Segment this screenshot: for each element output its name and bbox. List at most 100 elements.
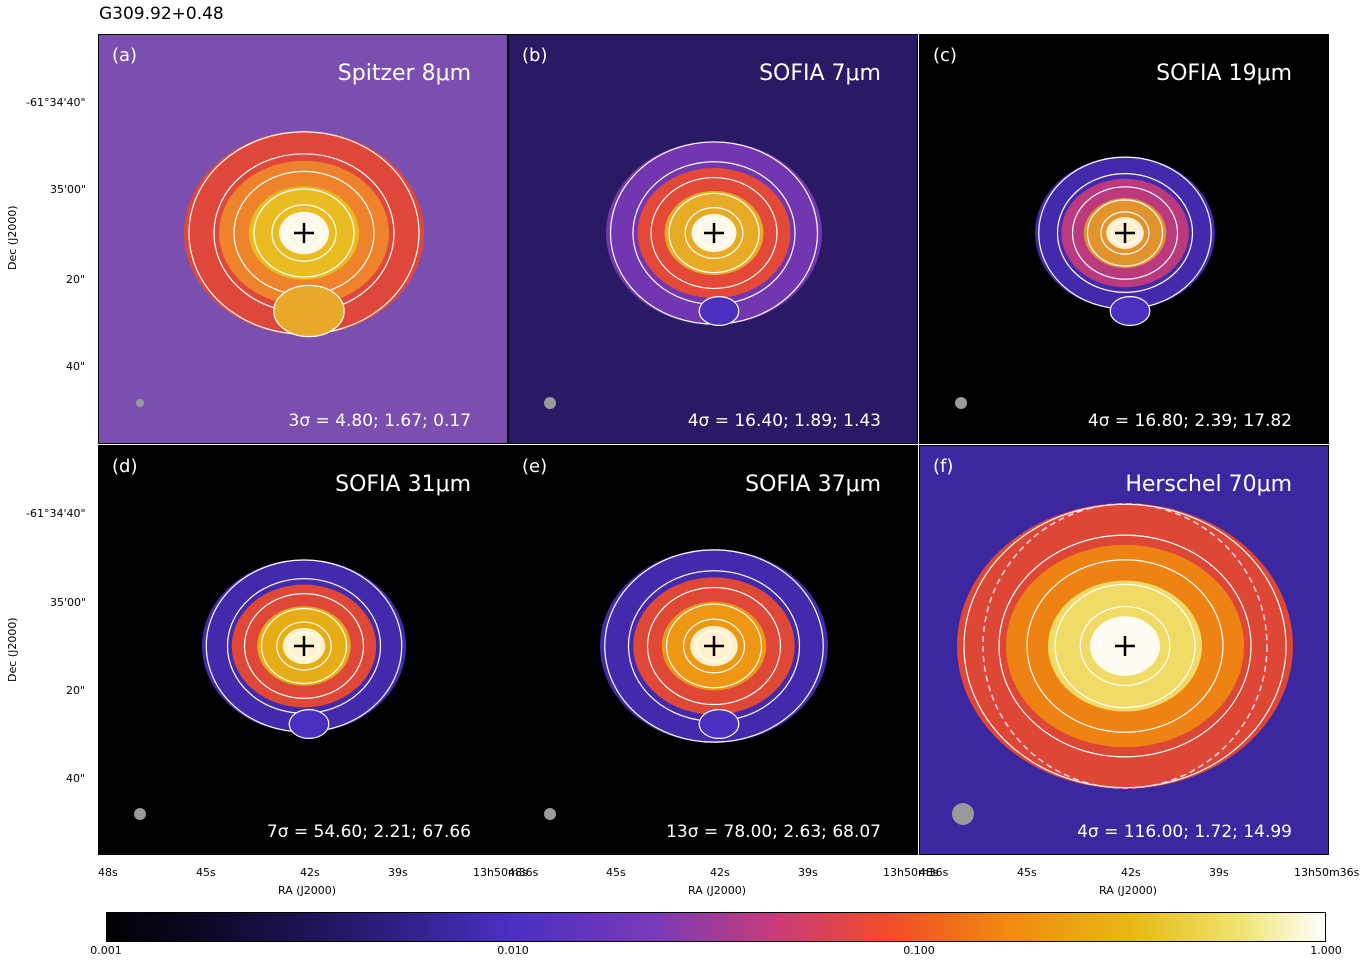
source-cross-marker: [1115, 223, 1135, 243]
y-tick-top-3: 40": [66, 360, 86, 373]
aperture-circle: [982, 503, 1268, 789]
source-cross-marker: [704, 636, 724, 656]
panel-image-0: [136, 131, 424, 407]
panel-instrument: Spitzer 8μm: [337, 61, 471, 86]
y-tick-top-2: 20": [66, 273, 86, 286]
panel-contour-levels: 4σ = 116.00; 1.72; 14.99: [1077, 822, 1292, 842]
contour: [683, 618, 746, 674]
colorbar-tick-0: 0.001: [90, 944, 122, 957]
panel-instrument: SOFIA 19μm: [1156, 61, 1292, 86]
beam-size-indicator: [544, 397, 556, 409]
contour: [1071, 186, 1179, 280]
y-tick-top-1: 35'00": [50, 183, 87, 196]
contour: [288, 631, 320, 661]
panel-contour-levels: 4σ = 16.40; 1.89; 1.43: [687, 411, 881, 431]
y-tick-bottom-3: 40": [66, 772, 86, 785]
beam-size-indicator: [544, 808, 556, 820]
contour: [1086, 199, 1164, 267]
source-cross-marker: [294, 223, 314, 243]
contour: [285, 216, 323, 250]
contour: [1099, 623, 1151, 669]
x-tick-0-0: 48s: [98, 866, 118, 879]
colorbar-tick-3: 1.000: [1310, 944, 1342, 957]
source-cross-marker: [294, 636, 314, 656]
contour: [276, 621, 332, 671]
panel-instrument: SOFIA 31μm: [335, 472, 471, 497]
y-axis-label-top: Dec (J2000): [6, 205, 19, 270]
y-tick-top-0: -61°34'40": [26, 96, 86, 109]
contour: [253, 188, 355, 278]
x-tick-2-4: 13h50m36s: [1294, 866, 1360, 879]
panel-a: (a) Spitzer 8μm 3σ = 4.80; 1.67; 0.17: [98, 34, 508, 444]
contour: [697, 218, 731, 248]
figure-title: G309.92+0.48: [99, 4, 224, 24]
contour: [650, 176, 778, 290]
panel-instrument: Herschel 70μm: [1125, 472, 1292, 497]
x-tick-0-3: 39s: [388, 866, 408, 879]
y-axis-label-bottom: Dec (J2000): [6, 617, 19, 682]
panel-d: (d) SOFIA 31μm 7σ = 54.60; 2.21; 67.66: [98, 445, 508, 855]
beam-size-indicator: [952, 803, 974, 825]
contour: [998, 534, 1252, 758]
panel-c: (c) SOFIA 19μm 4σ = 16.80; 2.39; 17.82: [919, 34, 1329, 444]
panel-contour-levels: 7σ = 54.60; 2.21; 67.66: [266, 822, 471, 842]
x-tick-0-1: 45s: [196, 866, 216, 879]
contour: [696, 630, 732, 662]
panel-label: (d): [112, 456, 138, 477]
y-tick-bottom-0: -61°34'40": [26, 507, 86, 520]
panel-image-2: [955, 156, 1215, 409]
secondary-source: [698, 709, 740, 740]
x-tick-2-3: 39s: [1209, 866, 1229, 879]
panel-e: (e) SOFIA 37μm 13σ = 78.00; 2.63; 68.07: [508, 445, 918, 855]
beam-size-indicator: [136, 399, 144, 407]
panel-instrument: SOFIA 7μm: [759, 61, 881, 86]
panel-label: (b): [522, 45, 548, 66]
contour: [684, 207, 744, 259]
x-tick-1-3: 39s: [798, 866, 818, 879]
x-axis-label-2: RA (J2000): [1099, 884, 1158, 897]
y-tick-bottom-1: 35'00": [50, 596, 87, 609]
beam-size-indicator: [955, 397, 967, 409]
beam-size-indicator: [134, 808, 146, 820]
x-tick-0-4: 13h50m36s: [473, 866, 539, 879]
contour: [1056, 173, 1194, 294]
colorbar-tick-1: 0.010: [497, 944, 529, 957]
panel-image-4: [544, 549, 828, 820]
colorbar-tick-2: 0.100: [903, 944, 935, 957]
source-cross-marker: [1115, 636, 1135, 656]
panel-contour-levels: 13σ = 78.00; 2.63; 68.07: [666, 822, 881, 842]
contour: [1054, 583, 1196, 709]
x-axis-label-0: RA (J2000): [278, 884, 337, 897]
panel-image-3: [134, 559, 406, 820]
panel-image-5: [952, 503, 1293, 825]
contour: [1026, 559, 1224, 733]
panel-f: (f) Herschel 70μm 4σ = 116.00; 1.72; 14.99: [919, 445, 1329, 855]
contour: [668, 192, 760, 274]
panel-instrument: SOFIA 37μm: [745, 472, 881, 497]
panel-label: (f): [933, 456, 954, 477]
panel-b: (b) SOFIA 7μm 4σ = 16.40; 1.89; 1.43: [508, 34, 918, 444]
secondary-source: [273, 284, 345, 338]
x-tick-1-2: 42s: [710, 866, 730, 879]
x-tick-2-1: 45s: [1017, 866, 1037, 879]
secondary-source: [1109, 296, 1151, 327]
secondary-source: [288, 709, 330, 740]
x-tick-2-0: 48s: [919, 866, 939, 879]
colorbar: [106, 912, 1326, 942]
contour: [665, 603, 763, 689]
x-tick-1-1: 45s: [606, 866, 626, 879]
contour: [604, 549, 824, 743]
contour: [646, 586, 782, 706]
contour: [243, 593, 365, 699]
x-tick-1-0: 48s: [508, 866, 528, 879]
x-axis-label-1: RA (J2000): [688, 884, 747, 897]
contour: [271, 204, 337, 262]
contour: [1079, 605, 1171, 687]
contour: [1100, 211, 1150, 255]
x-tick-0-2: 42s: [300, 866, 320, 879]
source-cross-marker: [704, 223, 724, 243]
contour: [260, 608, 348, 685]
panel-label: (e): [522, 456, 548, 477]
panel-contour-levels: 4σ = 16.80; 2.39; 17.82: [1087, 411, 1292, 431]
y-tick-bottom-2: 20": [66, 684, 86, 697]
